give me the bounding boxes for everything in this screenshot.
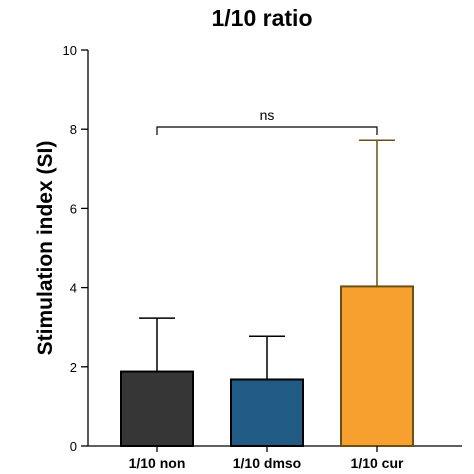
plot-area: 0 2 4 6 8 10 1/10 non 1/10 dmso 1/10 cur ns <box>63 43 462 471</box>
bar-1 <box>120 370 194 447</box>
significance-bracket <box>156 126 378 135</box>
chart-title: 1/10 ratio <box>212 5 313 31</box>
y-tick-label: 6 <box>70 201 77 216</box>
significance-label: ns <box>260 107 275 123</box>
y-tick-label: 0 <box>70 439 77 454</box>
x-category-label: 1/10 non <box>129 455 186 471</box>
x-category-label: 1/10 dmso <box>233 455 301 471</box>
y-tick-label: 8 <box>70 122 77 137</box>
y-tick-label: 10 <box>63 43 77 58</box>
y-tick-label: 2 <box>70 360 77 375</box>
y-tick-label: 4 <box>70 281 77 296</box>
bar-2 <box>230 378 304 447</box>
y-axis-label: Stimulation index (SI) <box>34 141 57 356</box>
x-category-label: 1/10 cur <box>351 455 404 471</box>
bar-3 <box>340 285 414 447</box>
